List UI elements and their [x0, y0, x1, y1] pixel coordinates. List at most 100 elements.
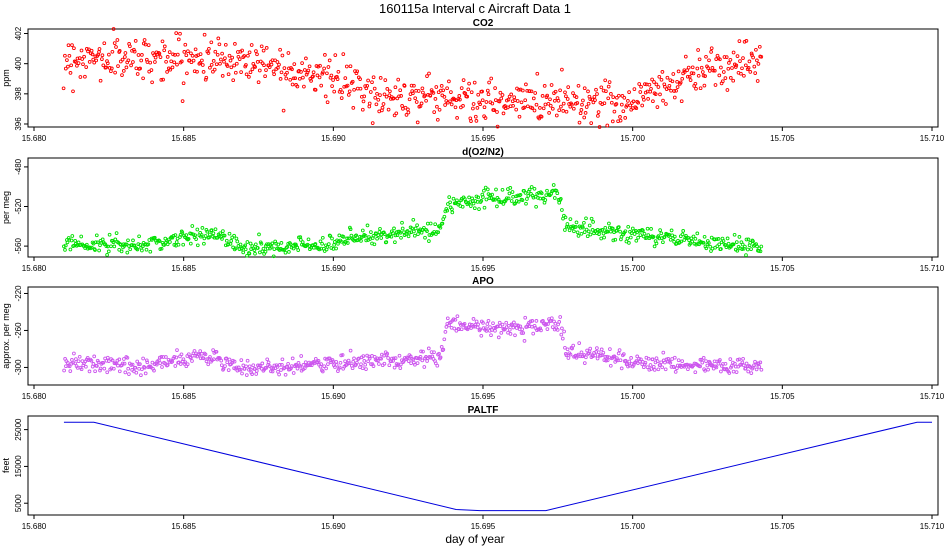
o2n2-data-point	[471, 201, 476, 206]
o2n2-y-tick-label: -480	[14, 158, 23, 175]
o2n2-data-point	[467, 195, 471, 200]
o2n2-data-point	[162, 243, 166, 247]
o2n2-data-point	[451, 196, 456, 201]
o2n2-data-point	[358, 234, 362, 239]
apo-data-point	[280, 357, 285, 362]
o2n2-data-point	[125, 250, 130, 255]
apo-data-point	[338, 360, 343, 365]
o2n2-data-point	[318, 239, 323, 244]
apo-data-point	[219, 363, 224, 368]
co2-data-point	[261, 48, 266, 53]
o2n2-data-point	[377, 230, 382, 234]
co2-data-point	[754, 47, 758, 52]
apo-data-point	[125, 355, 130, 360]
o2n2-data-point	[457, 200, 461, 205]
apo-data-point	[419, 349, 423, 354]
o2n2-data-point	[332, 243, 336, 247]
co2-data-point	[315, 73, 320, 78]
apo-data-point	[123, 370, 128, 375]
o2n2-data-point	[253, 251, 257, 256]
co2-data-point	[387, 93, 392, 98]
figure-title: 160115a Interval c Aircraft Data 1	[379, 1, 571, 16]
co2-data-point	[738, 59, 742, 63]
co2-data-point	[687, 74, 692, 79]
co2-data-point	[582, 115, 587, 120]
co2-data-point	[660, 70, 665, 74]
o2n2-data-point	[180, 230, 185, 235]
apo-data-point	[352, 356, 356, 361]
apo-data-point	[386, 356, 390, 360]
o2n2-data-point	[652, 244, 657, 249]
co2-data-point	[175, 52, 180, 57]
co2-data-point	[222, 59, 226, 64]
co2-y-tick-label: 400	[14, 56, 23, 70]
o2n2-data-point	[508, 186, 513, 190]
co2-data-point	[747, 59, 752, 64]
apo-data-point	[232, 359, 237, 364]
co2-data-point	[167, 50, 172, 54]
co2-data-point	[751, 55, 755, 60]
o2n2-data-point	[100, 237, 105, 242]
o2n2-data-point	[144, 247, 149, 252]
co2-data-point	[433, 97, 438, 101]
co2-data-point	[81, 62, 85, 67]
co2-data-point	[185, 71, 189, 76]
co2-data-point	[596, 110, 601, 114]
co2-data-point	[80, 57, 85, 61]
co2-data-point	[358, 86, 363, 91]
co2-data-point	[490, 101, 495, 106]
o2n2-data-point	[354, 233, 359, 238]
co2-data-point	[512, 95, 517, 100]
apo-data-point	[476, 322, 480, 327]
apo-data-point	[754, 367, 759, 372]
co2-data-point	[632, 87, 637, 91]
apo-data-point	[333, 365, 337, 369]
co2-data-point	[414, 100, 419, 104]
co2-data-point	[264, 46, 269, 50]
o2n2-data-point	[534, 204, 538, 209]
co2-data-point	[325, 71, 329, 76]
co2-data-point	[649, 86, 653, 91]
co2-data-point	[295, 84, 300, 89]
o2n2-data-point	[389, 234, 394, 239]
apo-data-point	[479, 333, 484, 338]
co2-data-point	[255, 60, 260, 64]
co2-data-point	[697, 57, 702, 62]
co2-data-point	[731, 50, 736, 55]
o2n2-data-point	[712, 237, 717, 242]
apo-data-point	[258, 363, 263, 368]
co2-data-point	[141, 76, 145, 81]
o2n2-data-point	[509, 199, 514, 203]
o2n2-data-point	[661, 240, 665, 245]
o2n2-data-point	[211, 231, 216, 236]
co2-data-point	[321, 70, 325, 75]
apo-data-point	[478, 327, 483, 332]
co2-data-point	[540, 94, 545, 98]
apo-data-point	[205, 357, 210, 361]
co2-data-point	[419, 101, 424, 106]
apo-data-point	[411, 357, 415, 362]
co2-data-point	[400, 104, 404, 108]
apo-data-point	[144, 358, 149, 363]
apo-data-point	[174, 355, 179, 360]
o2n2-x-tick-label: 15.680	[22, 264, 47, 273]
co2-title: CO2	[473, 18, 494, 29]
co2-data-point	[435, 117, 440, 122]
o2n2-data-point	[375, 236, 379, 241]
o2n2-data-point	[669, 228, 674, 233]
co2-data-point	[565, 97, 570, 101]
co2-data-point	[66, 43, 71, 48]
apo-data-point	[668, 360, 673, 365]
apo-data-point	[208, 355, 212, 359]
o2n2-data-point	[529, 185, 534, 189]
co2-data-point	[694, 86, 698, 91]
o2n2-data-point	[746, 237, 751, 242]
apo-data-point	[348, 348, 353, 353]
co2-data-point	[618, 118, 623, 123]
o2n2-data-point	[613, 237, 618, 242]
o2n2-data-point	[176, 242, 181, 247]
co2-data-point	[707, 69, 712, 73]
co2-data-point	[675, 79, 679, 84]
o2n2-data-point	[376, 233, 380, 238]
co2-data-point	[178, 31, 182, 36]
